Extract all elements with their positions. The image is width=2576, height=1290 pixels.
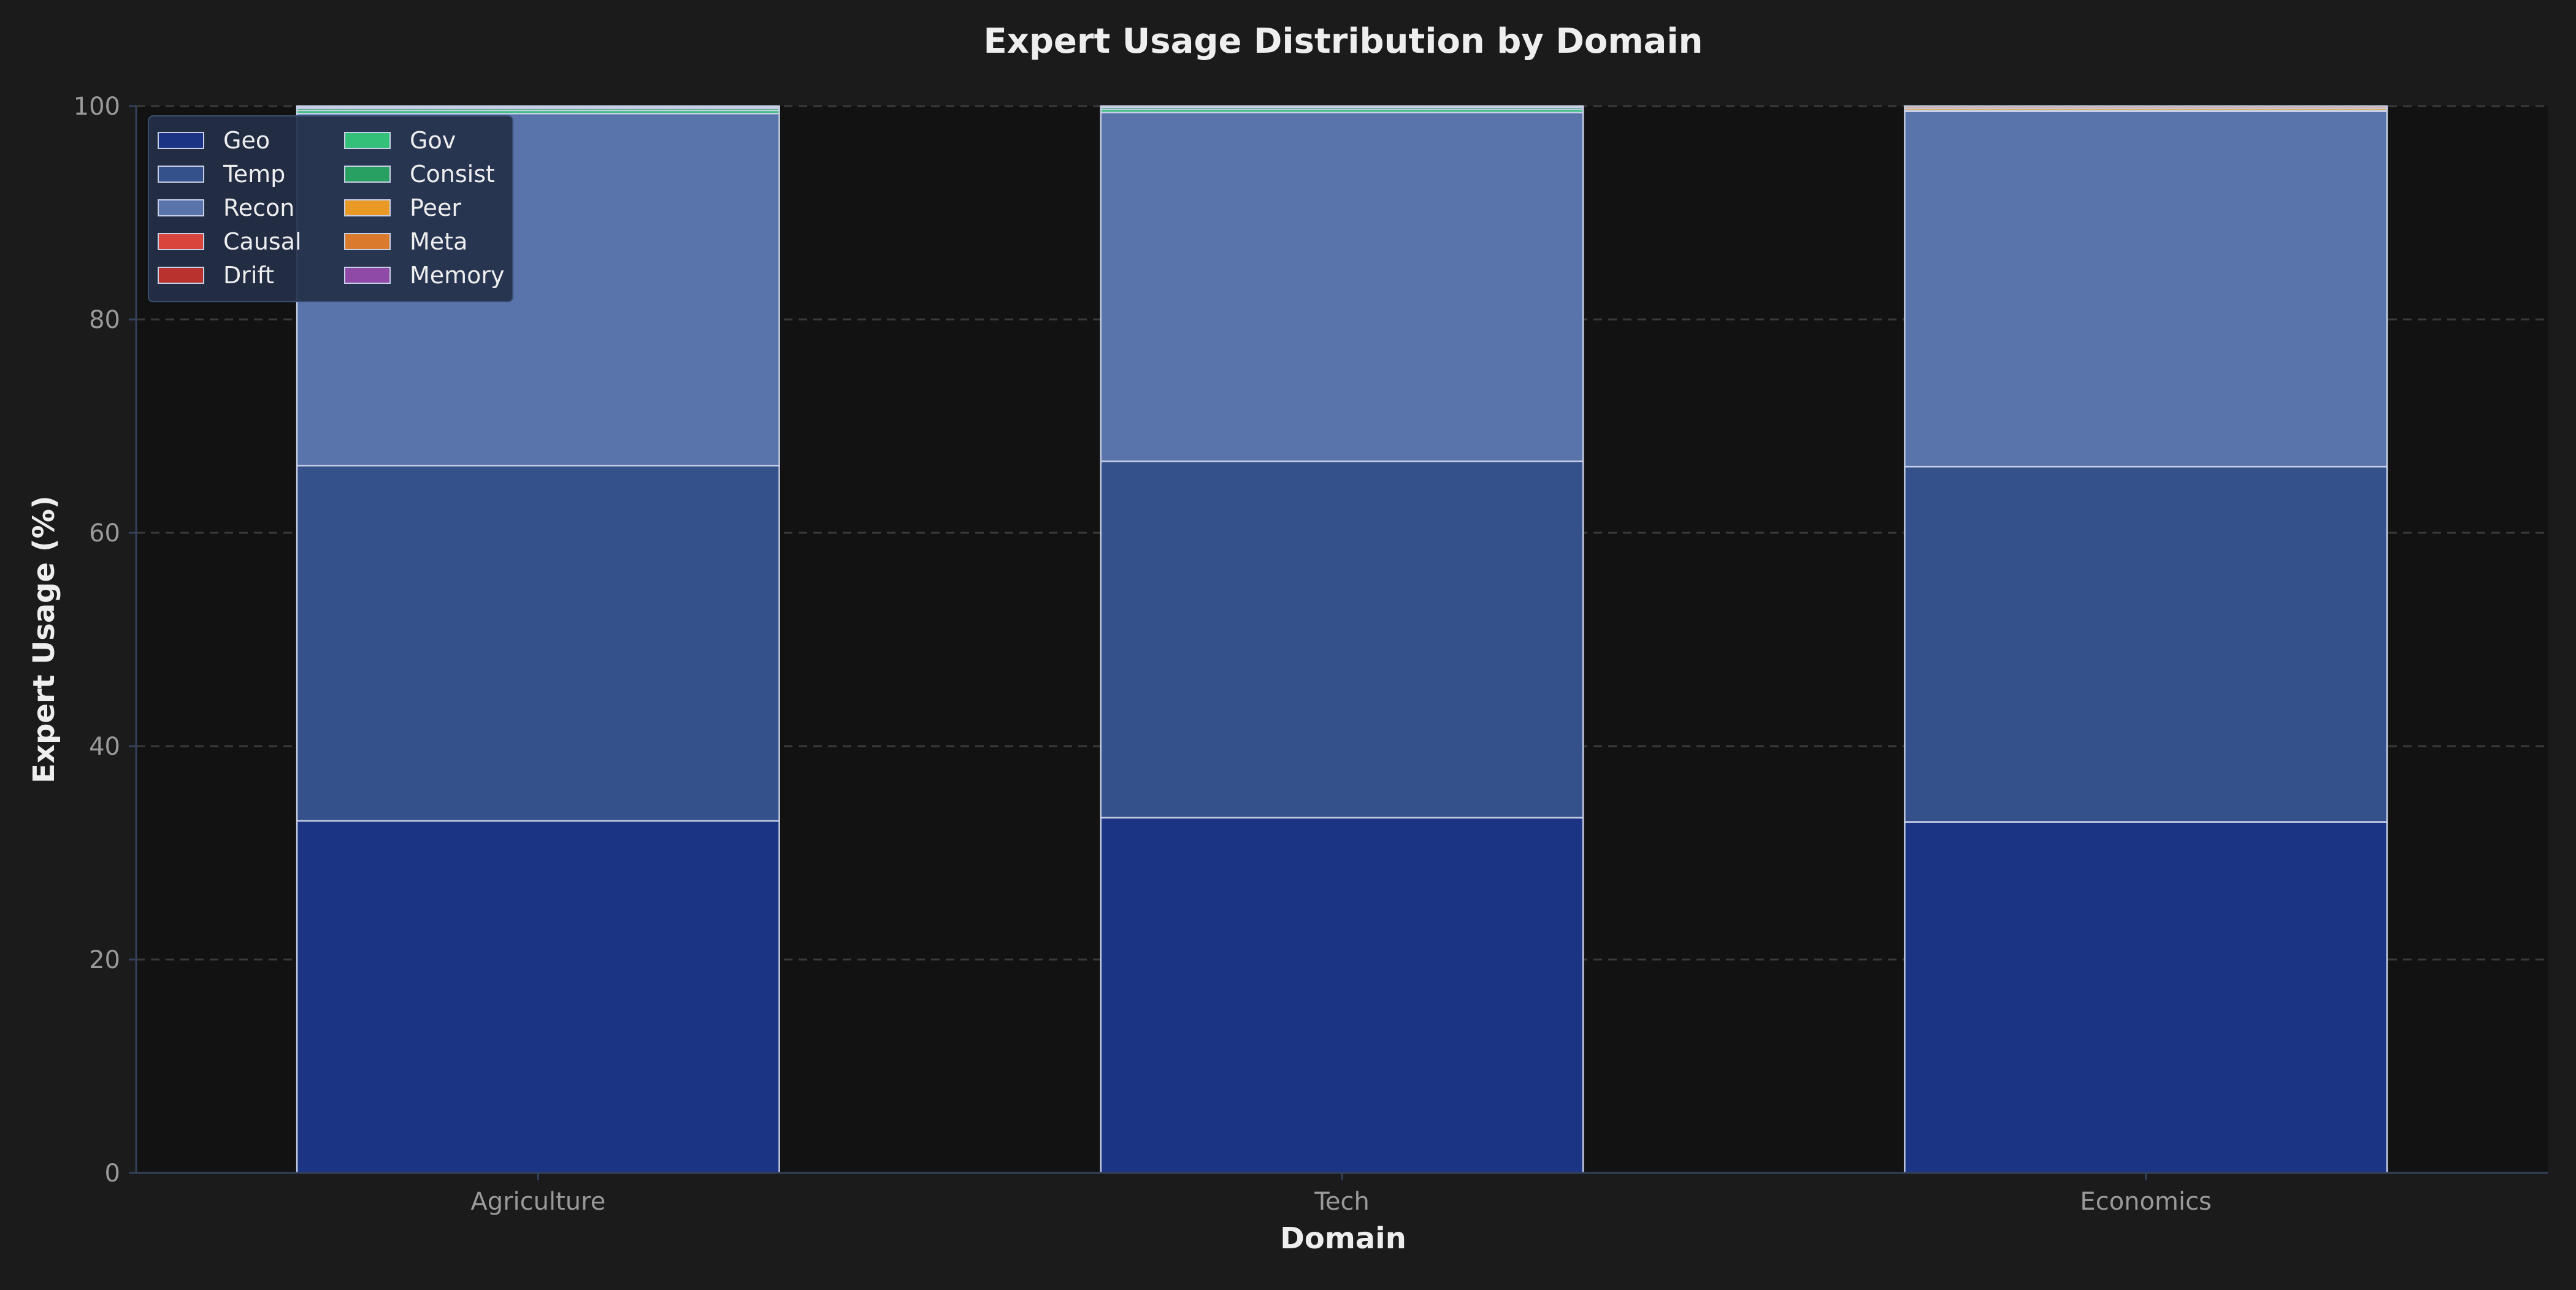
bar-segment (1904, 465, 2388, 823)
legend-swatch (344, 267, 391, 284)
y-tick-label: 80 (89, 306, 120, 334)
chart-title: Expert Usage Distribution by Domain (983, 21, 1703, 61)
legend-item: Memory (344, 262, 505, 289)
legend-label: Recon (223, 194, 294, 221)
bar-stack (1100, 105, 1584, 1174)
y-tick-label: 100 (74, 93, 120, 121)
bar-segment (1100, 112, 1584, 462)
legend: Geo Temp Recon Causal Drift Gov Consist Peer Met… (148, 115, 513, 302)
x-tick-label: Agriculture (470, 1188, 605, 1216)
legend-swatch (344, 199, 391, 216)
legend-swatch (158, 199, 204, 216)
y-tick-label: 40 (89, 733, 120, 761)
legend-swatch (158, 233, 204, 250)
legend-swatch (158, 132, 204, 149)
legend-label: Peer (410, 194, 461, 221)
bar-segment (1904, 105, 2388, 109)
legend-swatch (158, 166, 204, 183)
legend-item: Causal (158, 228, 302, 255)
legend-item: Temp (158, 161, 285, 188)
y-tick-label: 0 (105, 1159, 120, 1188)
legend-label: Drift (223, 262, 274, 289)
legend-item: Geo (158, 127, 270, 154)
legend-item: Drift (158, 262, 274, 289)
legend-label: Consist (410, 161, 495, 188)
bar-segment (1904, 821, 2388, 1174)
legend-item: Peer (344, 194, 461, 221)
legend-label: Memory (410, 262, 505, 289)
y-axis-ticks: 0 20 40 60 80 100 (74, 93, 136, 1188)
bar-segment (1100, 460, 1584, 819)
legend-label: Gov (410, 127, 456, 154)
legend-swatch (344, 132, 391, 149)
bar-segment (296, 105, 780, 108)
y-axis-label: Expert Usage (%) (27, 495, 61, 784)
legend-swatch (344, 233, 391, 250)
legend-box (148, 115, 513, 302)
legend-label: Meta (410, 228, 467, 255)
legend-item: Meta (344, 228, 467, 255)
bar-segment (296, 465, 780, 822)
y-tick-label: 60 (89, 519, 120, 548)
legend-item: Gov (344, 127, 456, 154)
x-axis-label: Domain (1280, 1221, 1406, 1256)
legend-label: Geo (223, 127, 270, 154)
legend-swatch (158, 267, 204, 284)
bar-segment (1904, 110, 2388, 468)
bar-segment (296, 820, 780, 1174)
y-tick-label: 20 (89, 946, 120, 974)
bar-stack (1904, 105, 2388, 1174)
legend-item: Recon (158, 194, 294, 221)
legend-label: Causal (223, 228, 302, 255)
legend-swatch (344, 166, 391, 183)
x-axis-ticks: Agriculture Tech Economics (470, 1173, 2212, 1216)
x-tick-label: Economics (2080, 1188, 2211, 1216)
x-tick-label: Tech (1314, 1188, 1370, 1216)
bar-segment (1100, 105, 1584, 108)
legend-item: Consist (344, 161, 495, 188)
bars (296, 105, 2388, 1174)
bar-segment (1100, 817, 1584, 1174)
legend-label: Temp (223, 161, 285, 188)
